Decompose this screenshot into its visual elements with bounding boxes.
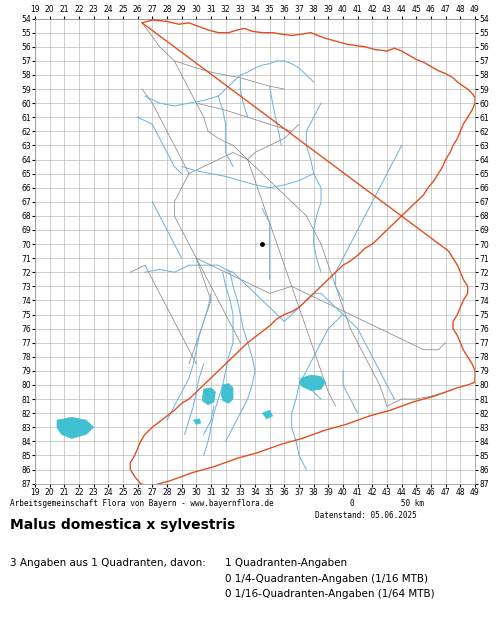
Text: Datenstand: 05.06.2025: Datenstand: 05.06.2025 xyxy=(315,512,417,521)
Polygon shape xyxy=(299,375,326,391)
Polygon shape xyxy=(202,388,215,405)
Polygon shape xyxy=(57,417,94,438)
Text: Malus domestica x sylvestris: Malus domestica x sylvestris xyxy=(10,518,235,532)
Text: 3 Angaben aus 1 Quadranten, davon:: 3 Angaben aus 1 Quadranten, davon: xyxy=(10,558,206,568)
Polygon shape xyxy=(194,418,200,425)
Text: 0 1/4-Quadranten-Angaben (1/16 MTB): 0 1/4-Quadranten-Angaben (1/16 MTB) xyxy=(225,574,428,583)
Text: Arbeitsgemeinschaft Flora von Bayern - www.bayernflora.de: Arbeitsgemeinschaft Flora von Bayern - w… xyxy=(10,499,274,508)
Polygon shape xyxy=(262,410,272,418)
Polygon shape xyxy=(222,384,233,403)
Text: 1 Quadranten-Angaben: 1 Quadranten-Angaben xyxy=(225,558,347,568)
Text: 0          50 km: 0 50 km xyxy=(350,499,424,508)
Text: 0 1/16-Quadranten-Angaben (1/64 MTB): 0 1/16-Quadranten-Angaben (1/64 MTB) xyxy=(225,589,434,599)
